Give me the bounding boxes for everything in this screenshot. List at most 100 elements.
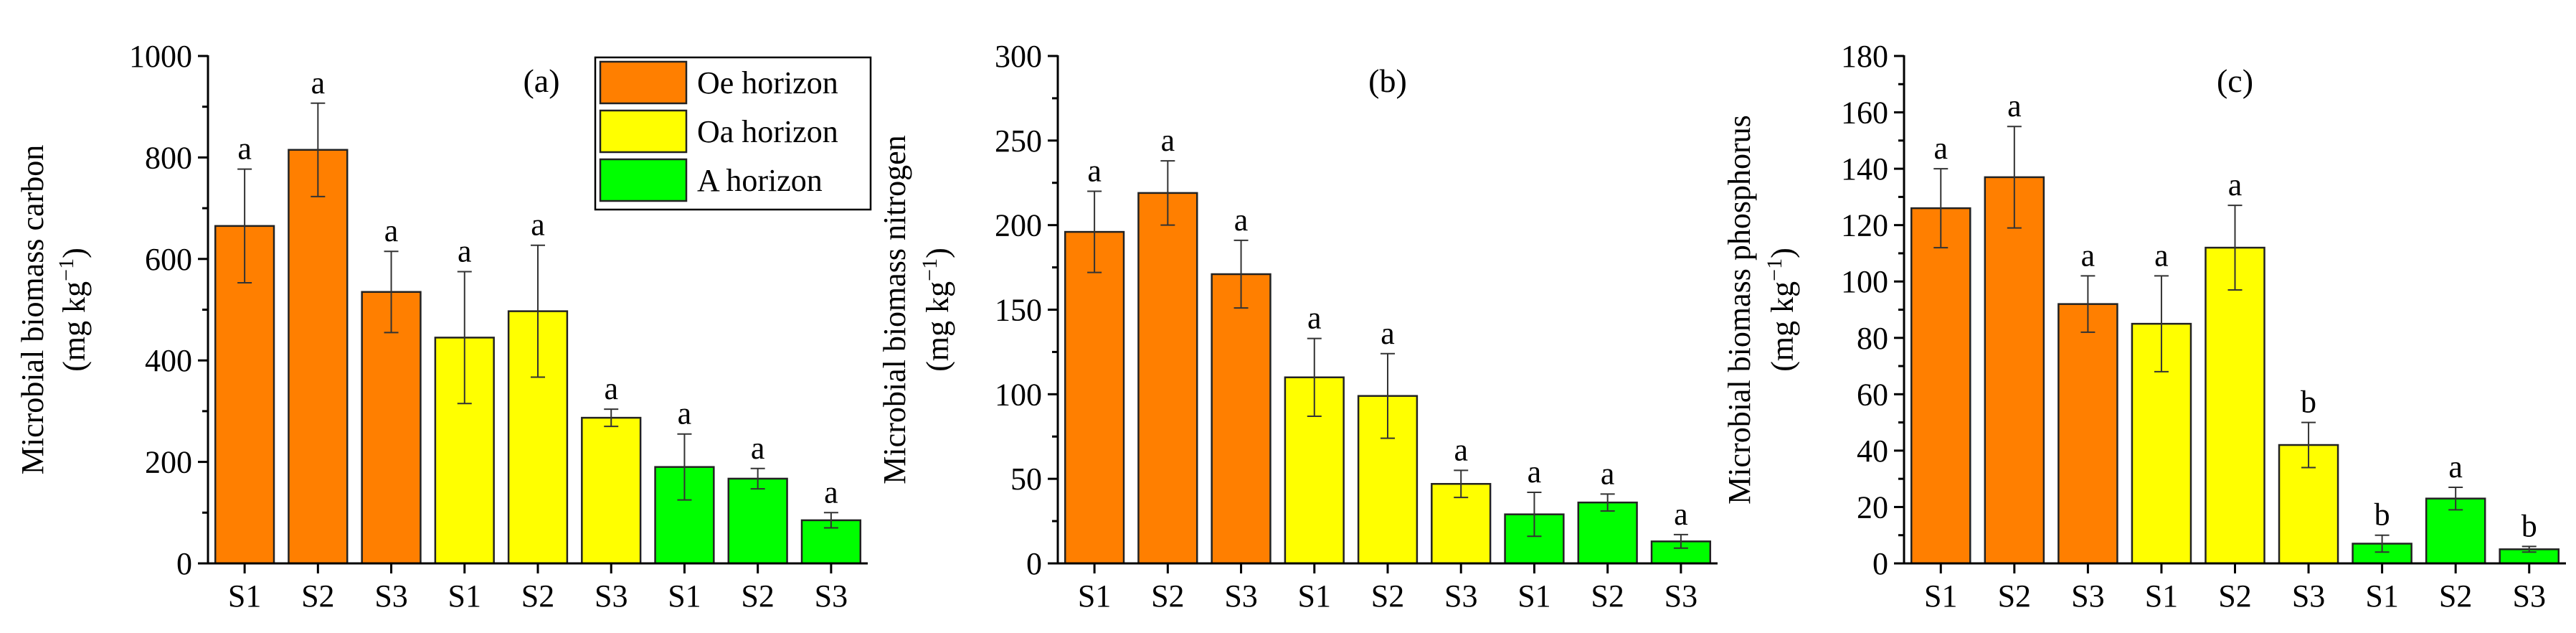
y-tick-label: 100 xyxy=(995,377,1042,412)
y-axis-unit-exponent: −1 xyxy=(1763,258,1786,281)
x-tick-label: S1 xyxy=(1298,578,1331,614)
significance-letter: a xyxy=(1528,454,1542,489)
bar xyxy=(1211,273,1272,565)
legend-swatch xyxy=(599,109,688,154)
significance-letter: a xyxy=(2081,238,2096,273)
significance-letter: a xyxy=(384,213,399,248)
bar xyxy=(1577,501,1638,565)
bar xyxy=(2058,303,2118,565)
bar xyxy=(727,477,788,565)
significance-letter: a xyxy=(824,474,838,510)
panel-a: 0 200 400 600 800 1000 a S1 a S2 a S3 a S1 a S2 a S3 a S1 a S… xyxy=(15,39,868,614)
y-axis-unit-close: ) xyxy=(920,248,955,258)
x-tick-label: S2 xyxy=(1591,578,1624,614)
x-tick-label: S2 xyxy=(1151,578,1184,614)
significance-letter: a xyxy=(2007,88,2022,123)
x-tick-label: S1 xyxy=(2145,578,2178,614)
y-axis-unit-exponent: −1 xyxy=(918,258,942,281)
y-axis-unit: (mg kg−1) xyxy=(55,248,92,371)
y-axis-unit-close: ) xyxy=(57,248,92,258)
significance-letter: b xyxy=(2374,497,2390,533)
legend-swatch xyxy=(599,60,688,105)
x-tick-label: S1 xyxy=(1517,578,1550,614)
y-axis-title: Microbial biomass carbon xyxy=(15,145,50,474)
x-tick-label: S3 xyxy=(595,578,628,614)
x-tick-label: S1 xyxy=(2365,578,2398,614)
bar xyxy=(1137,192,1198,565)
y-tick-label: 300 xyxy=(995,39,1042,74)
panel-b: 0 50 100 150 200 250 300 a S1 a S2 a S3 a S1 a S2 a S3 a S1 a… xyxy=(877,39,1718,614)
significance-letter: a xyxy=(604,371,618,406)
y-tick-label: 40 xyxy=(1857,433,1888,469)
x-tick-label: S3 xyxy=(2292,578,2325,614)
x-tick-label: S3 xyxy=(815,578,848,614)
significance-letter: a xyxy=(1454,432,1468,467)
x-tick-label: S2 xyxy=(741,578,774,614)
x-tick-label: S2 xyxy=(301,578,334,614)
panel-label: (c) xyxy=(2217,62,2253,99)
x-tick-label: S3 xyxy=(2512,578,2545,614)
y-axis-unit-exponent: −1 xyxy=(55,258,78,281)
y-tick-label: 400 xyxy=(145,343,192,378)
panel-label: (a) xyxy=(523,62,559,99)
x-tick-label: S3 xyxy=(1224,578,1257,614)
significance-letter: a xyxy=(2448,449,2463,484)
significance-letter: a xyxy=(531,207,545,243)
significance-letter: a xyxy=(2154,238,2169,273)
significance-letter: a xyxy=(1601,456,1615,491)
y-tick-label: 600 xyxy=(145,242,192,277)
y-axis-title: Microbial biomass phosphorus xyxy=(1722,115,1757,505)
legend: Oe horizon Oa horizon A horizon xyxy=(594,56,872,211)
legend-swatch xyxy=(599,158,688,202)
y-tick-label: 800 xyxy=(145,140,192,175)
bar xyxy=(1431,482,1492,565)
y-tick-label: 100 xyxy=(1841,264,1888,299)
significance-letter: a xyxy=(1161,123,1175,158)
bar xyxy=(1984,176,2045,565)
bar xyxy=(2205,246,2265,565)
significance-letter: a xyxy=(311,65,326,100)
legend-label: Oa horizon xyxy=(697,114,838,149)
x-tick-label: S2 xyxy=(1371,578,1404,614)
bar xyxy=(581,416,642,565)
x-tick-label: S2 xyxy=(2218,578,2251,614)
y-tick-label: 200 xyxy=(145,445,192,480)
y-tick-label: 180 xyxy=(1841,39,1888,74)
significance-letter: b xyxy=(2301,385,2316,420)
y-axis-unit-close: ) xyxy=(1765,248,1800,258)
x-tick-label: S1 xyxy=(1078,578,1111,614)
y-tick-label: 160 xyxy=(1841,95,1888,131)
x-tick-label: S2 xyxy=(1998,578,2031,614)
significance-letter: a xyxy=(1674,497,1688,532)
significance-letter: a xyxy=(458,233,472,268)
y-tick-label: 250 xyxy=(995,123,1042,159)
x-tick-label: S3 xyxy=(374,578,407,614)
y-tick-label: 20 xyxy=(1857,489,1888,525)
y-axis-title: Microbial biomass nitrogen xyxy=(877,135,912,484)
significance-letter: b xyxy=(2521,508,2537,543)
y-tick-label: 50 xyxy=(1010,461,1042,497)
significance-letter: a xyxy=(1307,301,1322,336)
y-tick-label: 60 xyxy=(1857,377,1888,412)
y-tick-label: 0 xyxy=(1872,546,1888,581)
bar xyxy=(1910,207,1971,565)
significance-letter: a xyxy=(237,131,252,167)
y-axis-unit-text: (mg kg xyxy=(57,281,92,372)
bar xyxy=(288,149,349,565)
x-tick-label: S3 xyxy=(2071,578,2104,614)
y-axis-unit: (mg kg−1) xyxy=(918,248,955,371)
x-tick-label: S1 xyxy=(448,578,481,614)
panel-label: (b) xyxy=(1368,62,1407,99)
y-tick-label: 120 xyxy=(1841,208,1888,243)
x-tick-label: S2 xyxy=(521,578,554,614)
x-tick-label: S3 xyxy=(1444,578,1477,614)
y-tick-label: 0 xyxy=(1026,546,1042,581)
x-tick-label: S1 xyxy=(228,578,261,614)
y-tick-label: 1000 xyxy=(129,39,192,74)
bar xyxy=(1064,230,1125,565)
x-tick-label: S1 xyxy=(1924,578,1957,614)
panel-c: 0 20 40 60 80 100 120 140 160 180 a S1 a S2 a S3 a S1 a S2 b… xyxy=(1722,39,2566,614)
significance-letter: a xyxy=(751,431,765,466)
y-tick-label: 80 xyxy=(1857,321,1888,356)
